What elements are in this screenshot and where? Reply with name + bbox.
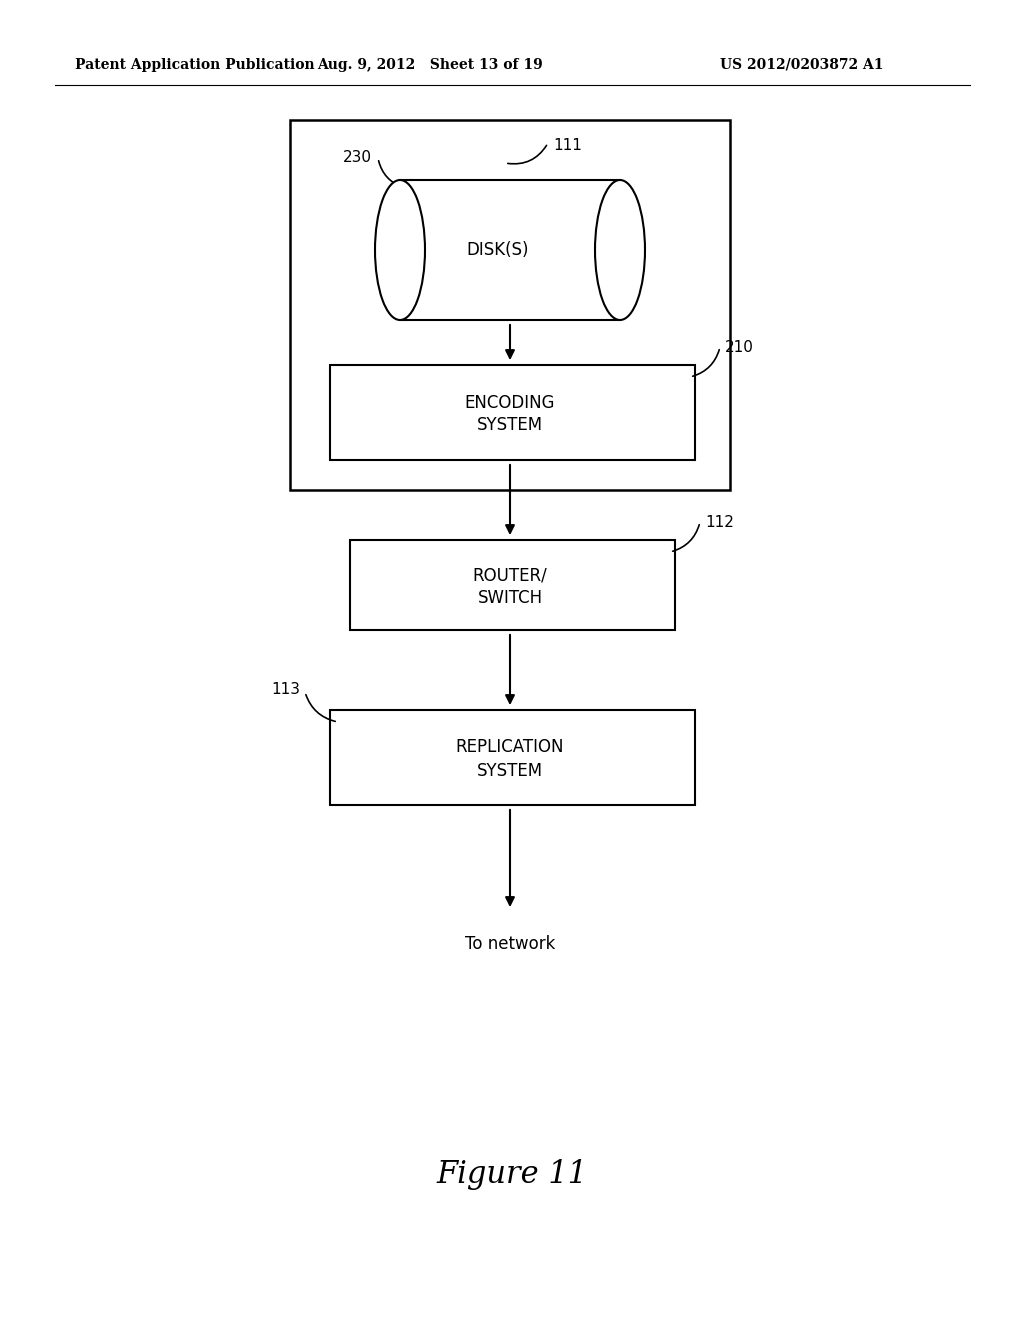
Bar [330,366,695,459]
Text: ENCODING: ENCODING [465,393,555,412]
Text: Figure 11: Figure 11 [436,1159,588,1191]
Text: 112: 112 [705,515,734,531]
Bar [350,540,675,630]
Bar [400,180,620,319]
Text: 230: 230 [343,150,372,165]
Text: ROUTER/: ROUTER/ [473,566,548,583]
Text: DISK(S): DISK(S) [466,242,528,259]
Ellipse shape [375,180,425,319]
Text: SYSTEM: SYSTEM [477,417,543,434]
Text: 113: 113 [271,682,300,697]
Text: SWITCH: SWITCH [477,589,543,607]
Text: Aug. 9, 2012   Sheet 13 of 19: Aug. 9, 2012 Sheet 13 of 19 [317,58,543,73]
Text: 111: 111 [553,139,582,153]
Text: REPLICATION: REPLICATION [456,738,564,756]
Text: To network: To network [465,935,555,953]
Text: US 2012/0203872 A1: US 2012/0203872 A1 [720,58,884,73]
Text: 210: 210 [725,341,754,355]
Ellipse shape [595,180,645,319]
Bar [290,120,730,490]
Text: Patent Application Publication: Patent Application Publication [75,58,314,73]
Bar [330,710,695,805]
Text: SYSTEM: SYSTEM [477,762,543,780]
